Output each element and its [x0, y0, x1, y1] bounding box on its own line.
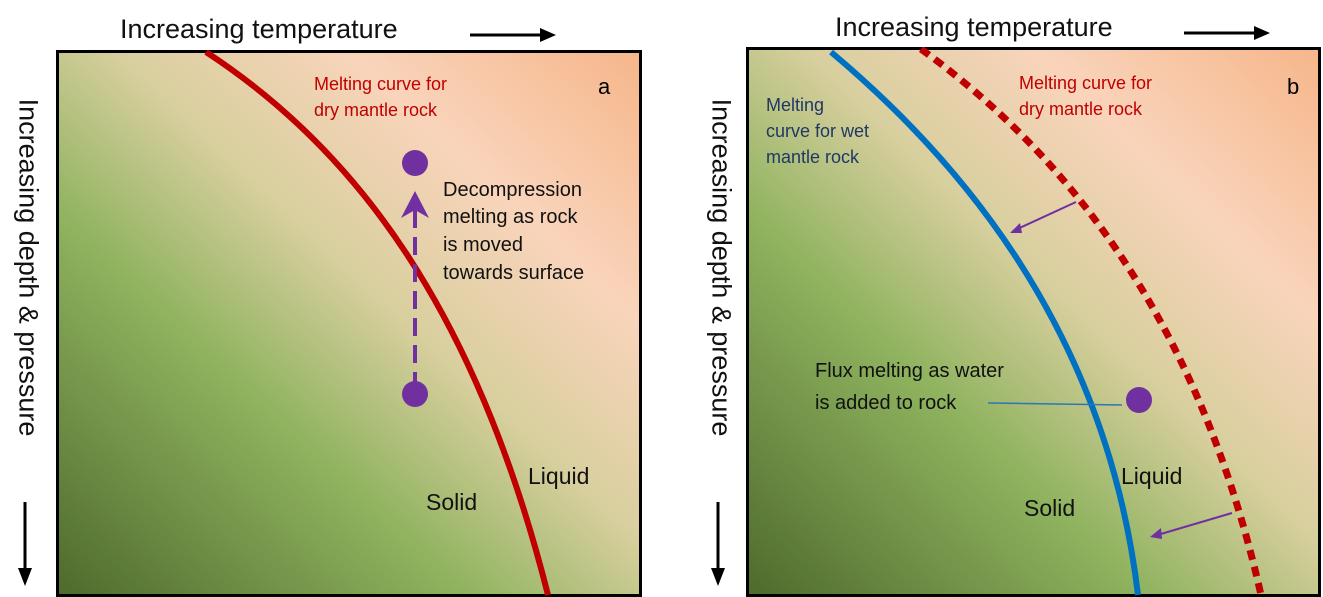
flux-label-line2: is added to rock: [815, 392, 957, 414]
x-axis-arrow-b: [1184, 26, 1270, 40]
solid-label-b: Solid: [1024, 495, 1075, 521]
shift-arrow-lower: [1153, 512, 1233, 537]
dry-curve-label-b-line1: Melting curve for: [1019, 73, 1152, 93]
decompression-label-line2: melting as rock: [443, 206, 578, 228]
y-axis-label-b: Increasing depth & pressure: [706, 0, 737, 548]
wet-curve-label-line3: mantle rock: [766, 147, 860, 167]
dry-curve-label-b-line2: dry mantle rock: [1019, 99, 1143, 119]
y-axis-label-a: Increasing depth & pressure: [13, 0, 44, 548]
decompression-label-line4: towards surface: [443, 262, 584, 284]
y-axis-text-a: Increasing depth & pressure: [13, 98, 44, 437]
dry-melting-curve-b: [918, 47, 1265, 596]
panel-letter-a: a: [598, 74, 611, 99]
decompression-arrow-head: [401, 191, 429, 218]
dry-curve-label-a-line2: dry mantle rock: [314, 100, 438, 120]
panel-b-background: [746, 47, 1321, 597]
x-axis-text-b: Increasing temperature: [835, 12, 1113, 42]
x-axis-arrow-a: [470, 28, 556, 42]
wet-curve-label-line1: Melting: [766, 95, 824, 115]
rock-dot-flux: [1126, 387, 1152, 413]
rock-dot-bottom: [402, 381, 428, 407]
decompression-label-line1: Decompression: [443, 179, 582, 201]
wet-melting-curve: [829, 49, 1141, 596]
panel-a-background: [56, 50, 642, 597]
y-axis-arrow-a: [18, 502, 32, 586]
shift-arrow-upper-head: [1010, 223, 1022, 233]
liquid-label-b: Liquid: [1121, 463, 1182, 489]
x-axis-label-b: Increasing temperature: [835, 12, 1113, 43]
panel-b: b Melting curve for wet mantle rock Melt…: [746, 47, 1321, 597]
panel-a: a Melting curve for dry mantle rock Deco…: [56, 50, 642, 597]
solid-label-a: Solid: [426, 489, 477, 515]
shift-arrow-lower-head: [1150, 528, 1162, 539]
dry-curve-label-a-line1: Melting curve for: [314, 74, 447, 94]
decompression-label-line3: is moved: [443, 234, 523, 256]
panel-letter-b: b: [1287, 74, 1299, 99]
x-axis-label-a: Increasing temperature: [120, 14, 398, 45]
y-axis-arrow-b: [711, 502, 725, 586]
flux-leader-line: [987, 402, 1123, 406]
liquid-label-a: Liquid: [528, 463, 589, 489]
wet-curve-label-line2: curve for wet: [766, 121, 869, 141]
x-axis-text-a: Increasing temperature: [120, 14, 398, 44]
y-axis-text-b: Increasing depth & pressure: [706, 98, 737, 437]
flux-label-line1: Flux melting as water: [815, 360, 1004, 382]
shift-arrow-upper: [1012, 201, 1077, 232]
rock-dot-top: [402, 150, 428, 176]
dry-melting-curve-a: [204, 50, 551, 596]
